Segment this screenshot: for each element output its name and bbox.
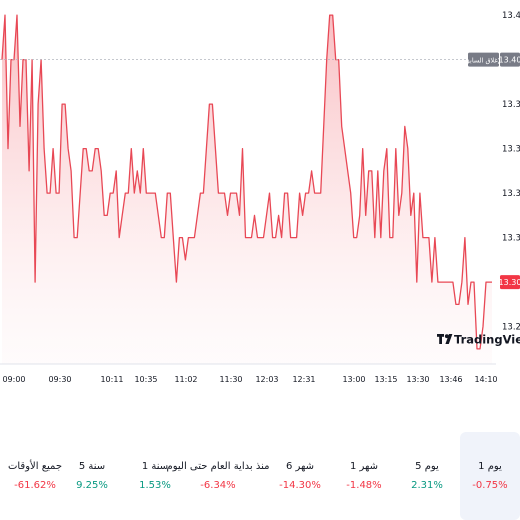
x-tick-label: 12:03	[255, 375, 278, 384]
performance-tab[interactable]: 5 يوم 2.31%	[397, 432, 457, 520]
performance-label: 5 يوم	[415, 460, 439, 472]
tradingview-logo[interactable]: TradingView	[437, 333, 520, 347]
y-tick-label: 13.42	[502, 11, 520, 21]
performance-label: 1 شهر	[349, 460, 379, 472]
y-tick-label: 13.28	[502, 323, 520, 333]
performance-tab[interactable]: منذ بداية العام حتى اليوم -6.34%	[163, 432, 273, 520]
price-chart[interactable]: 13.42 13.40 13.38 13.36 13.34 13.32 13.30 13.28…	[0, 0, 520, 392]
x-tick-label: 13:46	[439, 375, 462, 384]
x-tick-label: 13:00	[342, 375, 365, 384]
performance-tab[interactable]: 1 يوم -0.75%	[460, 432, 520, 520]
performance-value: -0.75%	[472, 479, 508, 491]
price-area-fill	[2, 15, 492, 364]
current-price-badge-bg	[500, 275, 520, 290]
performance-tab[interactable]: 6 شهر -14.30%	[270, 432, 330, 520]
x-tick-label: 10:35	[134, 375, 157, 384]
performance-value: -61.62%	[14, 479, 56, 491]
previous-close-badge-bg	[468, 52, 499, 67]
performance-tab[interactable]: 5 سنة 9.25%	[62, 432, 122, 520]
performance-value: 1.53%	[139, 479, 171, 491]
x-tick-label: 11:02	[174, 375, 197, 384]
performance-label: 5 سنة	[78, 460, 106, 472]
y-tick-label: 13.38	[502, 100, 520, 110]
tradingview-logo-text: TradingView	[454, 333, 520, 347]
performance-label: جميع الأوقات	[7, 460, 63, 472]
performance-strip: 1 يوم -0.75% 5 يوم 2.31% 1 شهر -1.48% 6 شهر -14…	[0, 432, 520, 520]
x-axis: 09:00 09:30 10:11 10:35 11:02 11:30 12:03 12:31…	[2, 375, 497, 384]
price-line	[1, 14, 492, 350]
y-tick-label: 13.34	[502, 189, 520, 199]
performance-value: 9.25%	[76, 479, 108, 491]
x-tick-label: 11:30	[219, 375, 242, 384]
performance-label: منذ بداية العام حتى اليوم	[166, 460, 270, 472]
x-tick-label: 09:00	[2, 375, 25, 384]
x-tick-label: 13:30	[406, 375, 429, 384]
previous-close-value-bg	[500, 52, 520, 67]
x-tick-label: 10:11	[100, 375, 123, 384]
performance-value: -6.34%	[200, 479, 236, 491]
previous-close-label: الإغلاق السابق	[465, 57, 504, 65]
previous-close-value: 13.40	[499, 56, 520, 65]
y-tick-label: 13.32	[502, 234, 520, 244]
performance-tab[interactable]: 1 شهر -1.48%	[334, 432, 394, 520]
performance-value: -14.30%	[279, 479, 321, 491]
price-chart-area[interactable]: 13.42 13.40 13.38 13.36 13.34 13.32 13.30 13.28…	[0, 0, 520, 392]
performance-label: 1 يوم	[478, 460, 502, 472]
x-tick-label: 14:10	[474, 375, 497, 384]
current-price-badge: 13.30	[499, 275, 520, 290]
performance-tab[interactable]: 1 سنة 1.53%	[125, 432, 185, 520]
x-tick-label: 09:30	[48, 375, 71, 384]
performance-label: 1 سنة	[141, 460, 169, 472]
y-tick-label: 13.36	[502, 145, 520, 155]
performance-label: 6 شهر	[285, 460, 315, 472]
performance-value: 2.31%	[411, 479, 443, 491]
tradingview-logo-icon	[437, 334, 453, 344]
current-price-value: 13.30	[499, 278, 520, 287]
performance-tab[interactable]: جميع الأوقات -61.62%	[5, 432, 65, 520]
performance-value: -1.48%	[346, 479, 382, 491]
x-tick-label: 13:15	[374, 375, 397, 384]
x-tick-label: 12:31	[292, 375, 315, 384]
